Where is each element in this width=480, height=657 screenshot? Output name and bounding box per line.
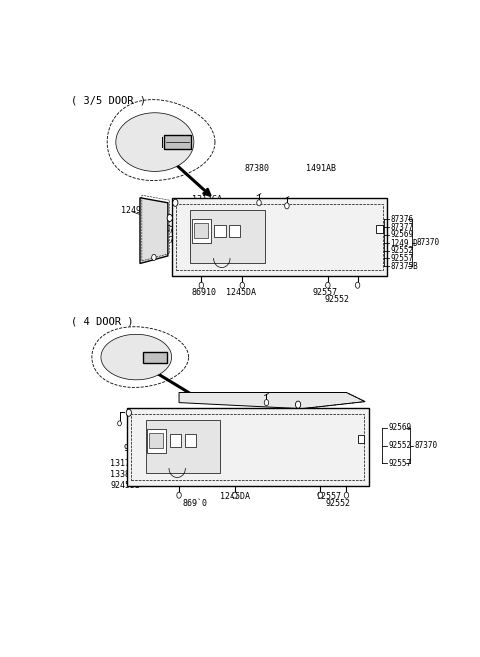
Text: 92552: 92552 bbox=[390, 246, 413, 255]
Text: 92557: 92557 bbox=[388, 459, 412, 468]
Text: 87376: 87376 bbox=[390, 215, 413, 224]
Text: 87377: 87377 bbox=[390, 223, 413, 232]
Text: 1245CA: 1245CA bbox=[273, 232, 303, 241]
Text: 92569: 92569 bbox=[192, 225, 217, 234]
Circle shape bbox=[152, 254, 156, 260]
Text: 1249LG: 1249LG bbox=[276, 225, 306, 234]
Text: 13173A
1338AB
92455B: 13173A 1338AB 92455B bbox=[110, 459, 140, 489]
FancyBboxPatch shape bbox=[127, 407, 369, 486]
Circle shape bbox=[344, 492, 348, 498]
Circle shape bbox=[199, 283, 204, 288]
FancyBboxPatch shape bbox=[192, 219, 211, 243]
Circle shape bbox=[325, 283, 330, 288]
Polygon shape bbox=[140, 198, 168, 263]
Text: 92557: 92557 bbox=[313, 288, 338, 298]
FancyBboxPatch shape bbox=[143, 351, 167, 363]
Circle shape bbox=[264, 399, 269, 405]
Text: 86910: 86910 bbox=[220, 427, 245, 436]
Text: 1245DA: 1245DA bbox=[220, 491, 250, 501]
FancyBboxPatch shape bbox=[145, 420, 220, 474]
Text: 1249_D: 1249_D bbox=[390, 238, 418, 247]
Circle shape bbox=[318, 492, 323, 498]
Circle shape bbox=[296, 401, 300, 408]
Text: 1317GA
1338AB
92455B: 1317GA 1338AB 92455B bbox=[192, 195, 222, 226]
Polygon shape bbox=[202, 201, 347, 215]
Text: 92557: 92557 bbox=[317, 491, 342, 501]
Text: 1339CB/87393: 1339CB/87393 bbox=[229, 419, 289, 428]
Text: 1491AB: 1491AB bbox=[305, 164, 336, 173]
Text: 92569: 92569 bbox=[390, 231, 413, 240]
Text: 92569: 92569 bbox=[388, 423, 412, 432]
Polygon shape bbox=[116, 113, 194, 171]
FancyBboxPatch shape bbox=[376, 225, 383, 233]
Circle shape bbox=[285, 203, 289, 209]
Text: 1249LD: 1249LD bbox=[121, 206, 151, 215]
FancyBboxPatch shape bbox=[170, 434, 181, 447]
Text: 87375B: 87375B bbox=[221, 232, 251, 241]
FancyBboxPatch shape bbox=[164, 135, 191, 148]
FancyBboxPatch shape bbox=[215, 225, 226, 237]
FancyBboxPatch shape bbox=[147, 429, 166, 453]
Polygon shape bbox=[179, 392, 365, 409]
Text: 1245DA: 1245DA bbox=[257, 427, 287, 436]
Circle shape bbox=[355, 283, 360, 288]
Text: 87370: 87370 bbox=[415, 441, 438, 450]
Text: 869`0: 869`0 bbox=[183, 499, 208, 509]
Text: 1245DA: 1245DA bbox=[226, 288, 255, 298]
FancyBboxPatch shape bbox=[194, 223, 208, 238]
Text: 8691C: 8691C bbox=[220, 225, 245, 234]
Circle shape bbox=[118, 421, 121, 426]
Circle shape bbox=[257, 200, 261, 206]
Polygon shape bbox=[101, 334, 172, 380]
Text: 87376
87377: 87376 87377 bbox=[155, 225, 180, 245]
Circle shape bbox=[167, 214, 172, 221]
FancyBboxPatch shape bbox=[149, 433, 163, 448]
FancyBboxPatch shape bbox=[190, 210, 264, 263]
Text: 87370: 87370 bbox=[416, 238, 440, 247]
Text: 87380: 87380 bbox=[244, 164, 269, 173]
Circle shape bbox=[240, 283, 244, 288]
Circle shape bbox=[173, 199, 178, 206]
Text: 92569: 92569 bbox=[123, 443, 148, 453]
FancyBboxPatch shape bbox=[229, 225, 240, 237]
FancyBboxPatch shape bbox=[358, 436, 364, 443]
Circle shape bbox=[233, 492, 237, 498]
Text: 92552: 92552 bbox=[326, 499, 351, 509]
FancyBboxPatch shape bbox=[172, 198, 387, 276]
Text: ( 3/5 DOOR ): ( 3/5 DOOR ) bbox=[71, 95, 146, 106]
FancyBboxPatch shape bbox=[185, 434, 196, 447]
Text: 92552: 92552 bbox=[324, 296, 349, 304]
Text: 87375B: 87375B bbox=[390, 261, 418, 271]
Text: ( 4 DOOR ): ( 4 DOOR ) bbox=[71, 317, 133, 327]
Text: 92557: 92557 bbox=[390, 254, 413, 263]
Text: 86910: 86910 bbox=[192, 288, 216, 298]
Circle shape bbox=[177, 492, 181, 498]
Text: 92552: 92552 bbox=[388, 441, 412, 450]
Circle shape bbox=[126, 409, 132, 417]
